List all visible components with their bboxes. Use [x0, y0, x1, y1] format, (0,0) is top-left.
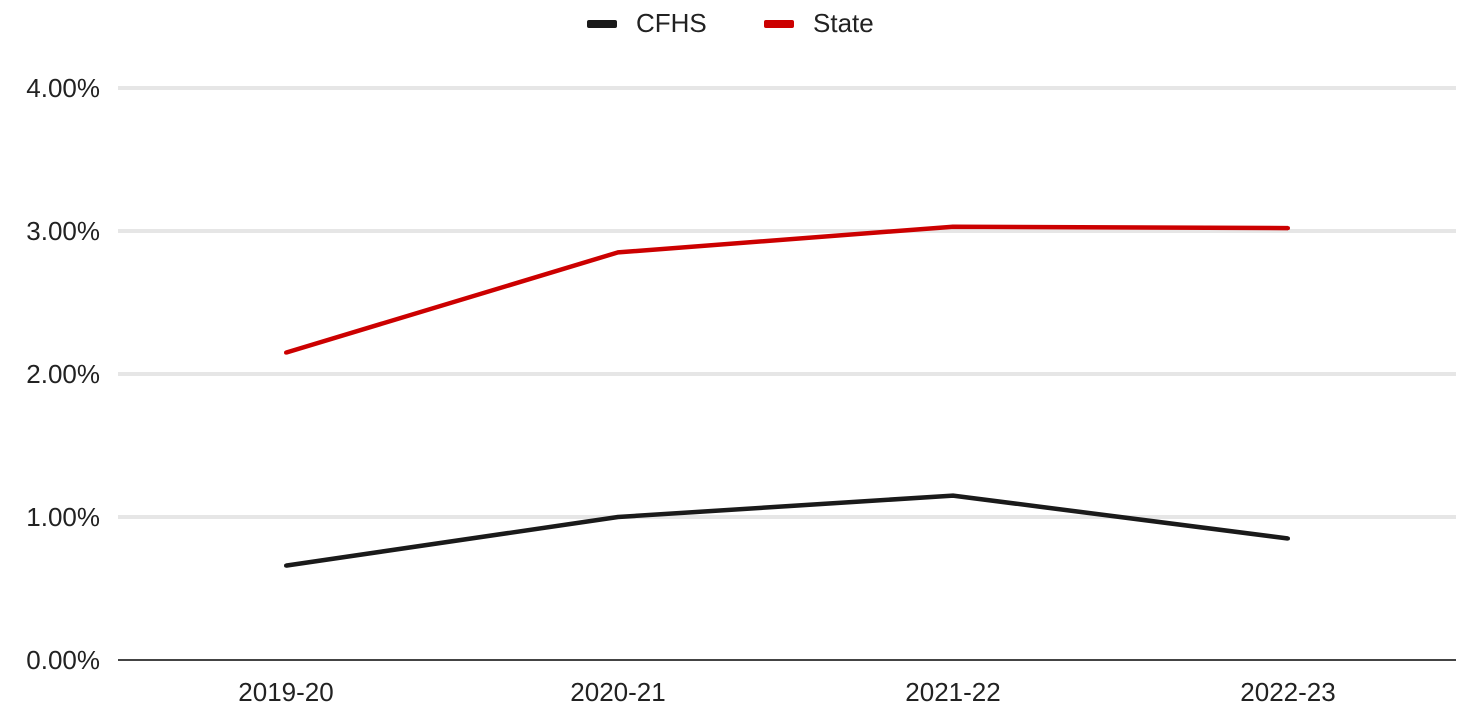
- series-cfhs: [284, 493, 1290, 568]
- x-tick-label: 2020-21: [570, 677, 665, 707]
- y-axis-ticks: 0.00% 1.00% 2.00% 3.00% 4.00%: [26, 73, 100, 675]
- x-tick-label: 2022-23: [1240, 677, 1335, 707]
- data-point: [616, 515, 620, 519]
- data-point: [1286, 536, 1290, 541]
- data-point: [616, 250, 620, 255]
- series-line: [285, 493, 1289, 568]
- data-point: [951, 493, 955, 498]
- legend-item-cfhs: CFHS: [587, 8, 707, 38]
- y-tick-label: 2.00%: [26, 359, 100, 389]
- y-tick-label: 4.00%: [26, 73, 100, 103]
- series-line: [285, 224, 1289, 355]
- legend-swatch: [764, 20, 794, 28]
- data-point: [951, 224, 955, 229]
- legend-label: CFHS: [636, 8, 707, 38]
- gridlines: [118, 86, 1456, 519]
- data-point: [1286, 226, 1290, 231]
- x-tick-label: 2019-20: [238, 677, 333, 707]
- x-tick-label: 2021-22: [905, 677, 1000, 707]
- legend-label: State: [813, 8, 874, 38]
- y-tick-label: 0.00%: [26, 645, 100, 675]
- data-point: [284, 563, 288, 568]
- series-lines: [284, 224, 1290, 568]
- y-tick-label: 1.00%: [26, 502, 100, 532]
- chart-legend: CFHS State: [587, 8, 874, 38]
- y-tick-label: 3.00%: [26, 216, 100, 246]
- data-point: [284, 350, 288, 355]
- series-state: [284, 224, 1290, 355]
- x-axis-ticks: 2019-20 2020-21 2021-22 2022-23: [238, 677, 1335, 707]
- legend-item-state: State: [764, 8, 874, 38]
- legend-swatch: [587, 20, 617, 28]
